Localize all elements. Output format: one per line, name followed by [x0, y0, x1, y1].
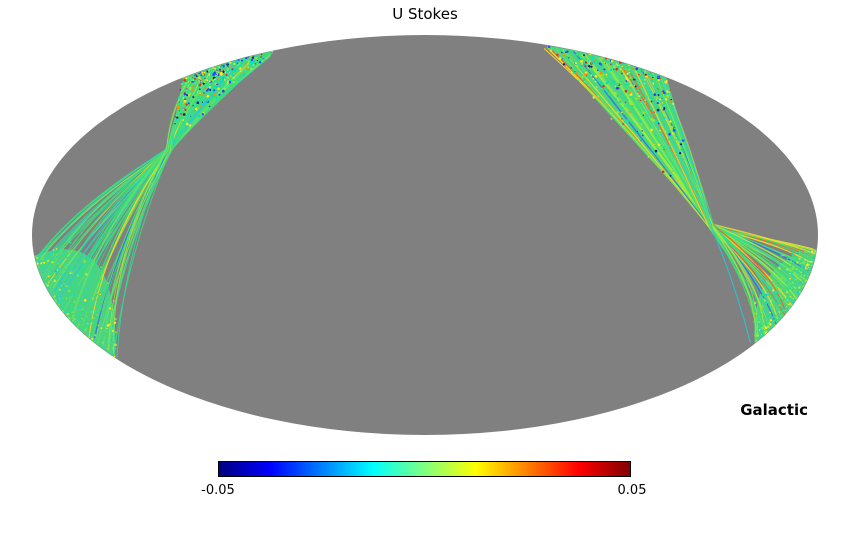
plot-title: U Stokes [392, 5, 458, 23]
colorbar-max-label: 0.05 [617, 483, 647, 498]
mollweide-skymap [32, 35, 818, 435]
coordinate-system-label: Galactic [740, 401, 808, 419]
colorbar [218, 461, 631, 477]
colorbar-min-label: -0.05 [201, 483, 235, 498]
sky-disk [32, 35, 818, 435]
survey-footprint [34, 45, 818, 359]
